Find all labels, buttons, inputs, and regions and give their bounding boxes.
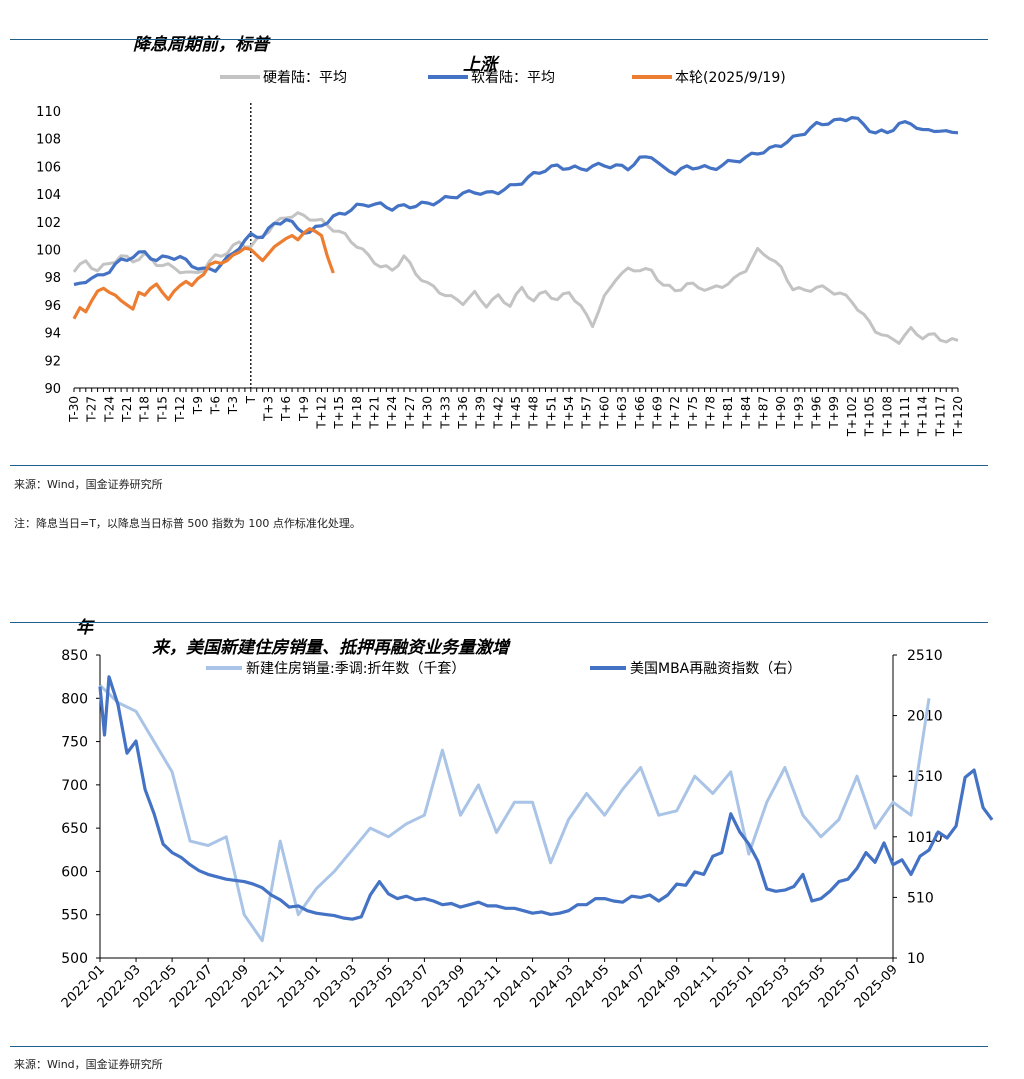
chart1-ytick-label-4: 98 xyxy=(44,271,61,286)
figure1-title-part1: 降息周期前，标普 xyxy=(133,35,269,55)
chart1-series-line-0 xyxy=(72,211,959,345)
chart1-xtick-label-50: T+120 xyxy=(951,396,965,437)
chart1-xtick-label-0: T-30 xyxy=(67,396,81,423)
chart1-xtick-label-7: T-9 xyxy=(191,396,205,415)
figure1-source: 来源：Wind，国金证券研究所 xyxy=(14,478,163,491)
chart1-ytick-label-6: 102 xyxy=(36,216,61,231)
chart1-legend-label-0: 硬着陆：平均 xyxy=(263,70,347,86)
chart1-xtick-label-11: T+3 xyxy=(261,396,275,422)
chart2-series-line-0 xyxy=(98,684,931,943)
chart2-left-tick-label-5: 750 xyxy=(61,735,88,751)
chart1-xtick-label-39: T+87 xyxy=(757,396,771,430)
chart1-xtick-label-23: T+39 xyxy=(474,396,488,430)
chart1-xtick-label-2: T-24 xyxy=(102,396,116,423)
chart1-xtick-label-29: T+57 xyxy=(580,396,594,430)
chart1-xtick-label-20: T+30 xyxy=(421,396,435,430)
chart1-xtick-label-31: T+63 xyxy=(615,396,629,430)
chart1-xtick-label-45: T+105 xyxy=(863,396,877,437)
chart1-svg: 90 92 94 96 98 100 102 104 106 108 110 T-30 T-27 T-24… xyxy=(36,70,965,437)
figure2-title: 年 来，美国新建住房销量、抵押再融资业务量激增 xyxy=(0,593,509,658)
chart1-xtick-label-21: T+33 xyxy=(438,396,452,430)
chart1-xtick-label-37: T+81 xyxy=(721,396,735,430)
chart1-xtick-label-34: T+72 xyxy=(668,396,682,430)
chart1-xtick-label-18: T+24 xyxy=(385,396,399,430)
figure1-title: 降息周期前，标普 上涨 xyxy=(0,10,497,75)
chart1-ytick-label-7: 104 xyxy=(36,188,61,203)
chart1-xtick-label-40: T+90 xyxy=(774,396,788,430)
chart1-xtick-label-19: T+27 xyxy=(403,396,417,430)
figure2-source: 来源：Wind，国金证券研究所 xyxy=(14,1058,163,1071)
chart1-xtick-label-33: T+69 xyxy=(650,396,664,430)
chart1-xtick-label-44: T+102 xyxy=(845,396,859,437)
figure2-bottom-rule xyxy=(10,1046,988,1047)
chart2-left-tick-label-7: 850 xyxy=(61,648,88,664)
chart1-xtick-label-36: T+78 xyxy=(703,396,717,430)
chart1-xtick-label-26: T+48 xyxy=(527,396,541,430)
chart1-xtick-label-1: T-27 xyxy=(85,396,99,423)
chart2-right-tick-label-1: 510 xyxy=(907,890,934,906)
chart1-ytick-label-3: 96 xyxy=(44,299,61,314)
chart2-left-tick-label-1: 550 xyxy=(61,908,88,924)
chart2-series-line-1 xyxy=(98,675,994,921)
chart2-left-tick-label-0: 500 xyxy=(61,951,88,967)
chart1-xtick-label-16: T+18 xyxy=(350,396,364,430)
chart1-xtick-label-3: T-21 xyxy=(120,396,134,423)
chart1-xtick-label-10: T xyxy=(244,395,258,404)
chart1-xtick-label-27: T+51 xyxy=(544,396,558,430)
chart1-xtick-label-38: T+84 xyxy=(739,396,753,430)
chart1-xtick-label-12: T+6 xyxy=(279,396,293,422)
chart2-legend-label-0: 新建住房销量:季调:折年数（千套） xyxy=(246,661,465,677)
chart2-legend-label-1: 美国MBA再融资指数（右） xyxy=(630,661,801,677)
figure1-bottom-rule xyxy=(10,465,988,466)
chart1-xtick-label-17: T+21 xyxy=(368,396,382,430)
chart1-xtick-label-4: T-18 xyxy=(138,396,152,423)
chart2-right-tick-label-0: 10 xyxy=(907,951,925,967)
chart2-svg: 5005506006507007508008501051010101510201… xyxy=(59,648,994,1011)
chart1-legend-label-1: 软着陆：平均 xyxy=(471,70,555,86)
chart1-series-line-2 xyxy=(72,227,335,320)
chart1-xtick-label-14: T+12 xyxy=(315,396,329,430)
chart2-left-tick-label-2: 600 xyxy=(61,864,88,880)
figure2-top-rule xyxy=(10,622,988,623)
chart1-xtick-label-13: T+9 xyxy=(297,396,311,422)
chart1-xtick-label-42: T+96 xyxy=(810,396,824,430)
figure1-top-rule xyxy=(10,39,988,40)
figure1-note: 注：降息当日=T，以降息当日标普 500 指数为 100 点作标准化处理。 xyxy=(14,517,361,530)
figure2-title-part2: 来，美国新建住房销量、抵押再融资业务量激增 xyxy=(152,638,509,658)
chart2-right-tick-label-5: 2510 xyxy=(907,648,943,664)
chart2-left-tick-label-3: 650 xyxy=(61,821,88,837)
chart1-xtick-label-8: T-6 xyxy=(208,396,222,415)
chart1-ytick-label-0: 90 xyxy=(44,382,61,397)
chart1-xtick-label-35: T+75 xyxy=(686,396,700,430)
chart1-xtick-label-9: T-3 xyxy=(226,396,240,415)
chart1-xtick-label-24: T+42 xyxy=(491,396,505,430)
chart1-xtick-label-6: T-12 xyxy=(173,396,187,423)
chart1-xtick-label-46: T+108 xyxy=(880,396,894,437)
figure2-title-part1: 年 xyxy=(76,618,93,638)
figure1-title-part2: 上涨 xyxy=(463,55,497,75)
chart1-ytick-label-10: 110 xyxy=(36,105,61,120)
chart1-xtick-label-32: T+66 xyxy=(633,396,647,430)
chart1-xtick-label-49: T+117 xyxy=(933,396,947,437)
chart1-ytick-label-1: 92 xyxy=(44,354,61,369)
chart1-xtick-label-47: T+111 xyxy=(898,396,912,437)
chart2-left-tick-label-4: 700 xyxy=(61,778,88,794)
chart1-ytick-label-2: 94 xyxy=(44,327,61,342)
chart1-xtick-label-22: T+36 xyxy=(456,396,470,430)
chart1-xtick-label-43: T+99 xyxy=(827,396,841,430)
chart1-xtick-label-28: T+54 xyxy=(562,396,576,430)
chart1-xtick-label-5: T-15 xyxy=(155,396,169,423)
chart1-xtick-label-30: T+60 xyxy=(597,396,611,430)
chart1-xtick-label-15: T+15 xyxy=(332,396,346,430)
chart1-legend-label-2: 本轮(2025/9/19) xyxy=(675,70,786,86)
chart2-right-tick-label-3: 1510 xyxy=(907,769,943,785)
chart1-xtick-label-25: T+45 xyxy=(509,396,523,430)
chart2-left-tick-label-6: 800 xyxy=(61,691,88,707)
chart1-ytick-label-5: 100 xyxy=(36,244,61,259)
chart1-xtick-label-41: T+93 xyxy=(792,396,806,430)
chart1-ytick-label-8: 106 xyxy=(36,160,61,175)
chart1-ytick-label-9: 108 xyxy=(36,133,61,148)
chart1-xtick-label-48: T+114 xyxy=(916,396,930,437)
